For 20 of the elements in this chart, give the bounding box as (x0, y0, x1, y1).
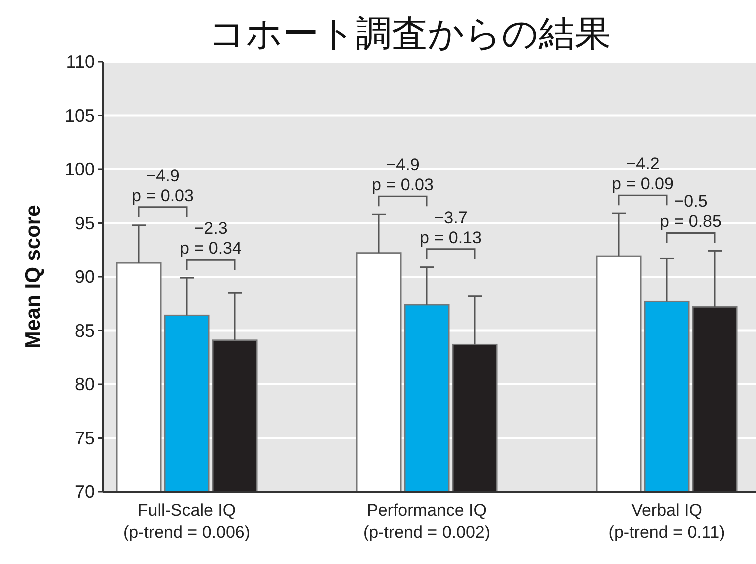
y-tick-label: 100 (64, 160, 95, 180)
x-tick-label: Verbal IQ (p-trend = 0.11) (608, 501, 726, 542)
y-tick-label: 110 (66, 52, 95, 72)
annotation: −3.7 p = 0.13 (420, 208, 482, 248)
y-tick-label: 105 (64, 106, 95, 126)
y-tick-label: 80 (74, 374, 95, 394)
x-tick-label: Full-Scale IQ (p-trend = 0.006) (123, 501, 251, 542)
x-tick-label: Performance IQ (p-trend = 0.002) (363, 501, 491, 542)
annotation: −0.5 p = 0.85 (660, 192, 722, 232)
y-tick-label: 70 (74, 482, 95, 502)
annotation: −4.9 p = 0.03 (372, 156, 434, 195)
y-tick-label: 85 (74, 320, 95, 341)
chart-title: コホート調査からの結果 (209, 13, 611, 54)
y-tick-label: 75 (74, 428, 95, 448)
y-tick-label: 95 (74, 213, 95, 234)
annotation: −4.2 p = 0.09 (612, 154, 674, 194)
y-axis-title: Mean IQ score (22, 205, 45, 349)
y-tick-label: 90 (74, 267, 95, 287)
annotation: −4.9 p = 0.03 (132, 166, 194, 206)
annotation: −2.3 p = 0.34 (180, 219, 242, 258)
